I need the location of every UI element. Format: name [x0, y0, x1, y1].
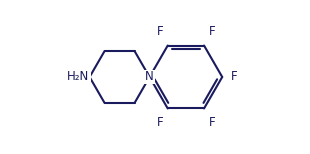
- Text: F: F: [157, 116, 163, 129]
- Text: F: F: [208, 116, 215, 129]
- Text: F: F: [208, 25, 215, 38]
- Text: H₂N: H₂N: [67, 71, 90, 83]
- Text: F: F: [231, 71, 237, 83]
- Text: N: N: [145, 71, 154, 83]
- Text: F: F: [157, 25, 163, 38]
